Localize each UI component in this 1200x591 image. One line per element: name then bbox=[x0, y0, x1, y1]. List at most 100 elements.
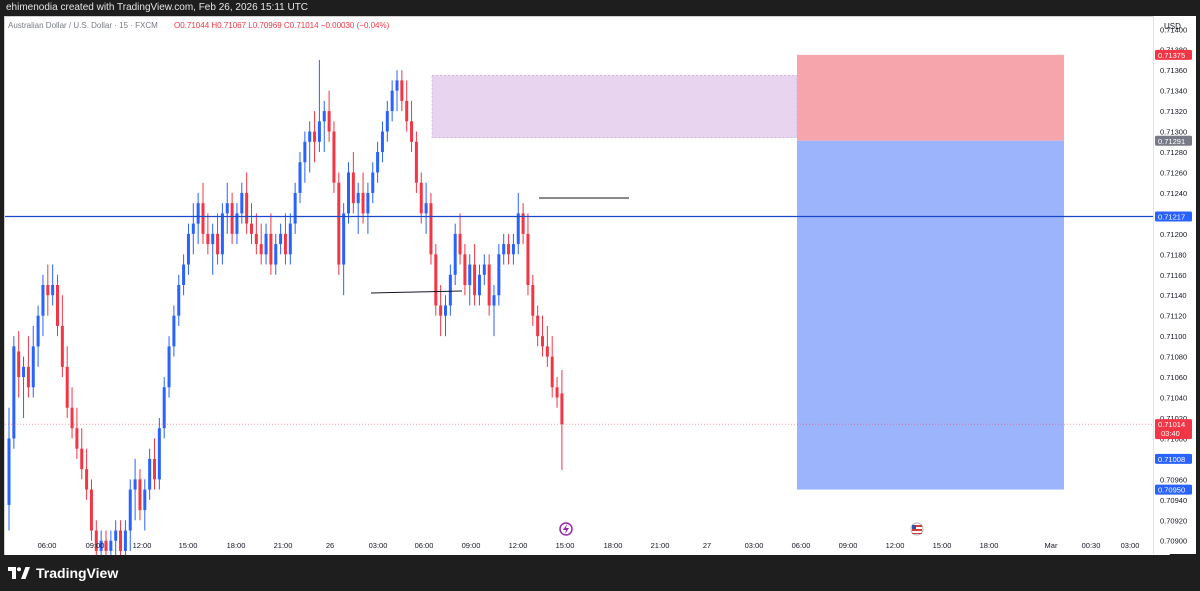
candle-body bbox=[288, 223, 292, 255]
candle-body bbox=[250, 223, 253, 234]
attribution-text: ehimenodia created with TradingView.com,… bbox=[6, 2, 309, 13]
candle-body bbox=[279, 233, 283, 245]
time-tick-label: 06:00 bbox=[792, 541, 811, 550]
time-tick-label: 26 bbox=[326, 541, 334, 550]
candle-body bbox=[347, 172, 350, 214]
candle-body bbox=[545, 346, 549, 357]
candle-body bbox=[555, 387, 559, 398]
price-tick-label: 0.71400 bbox=[1160, 25, 1187, 34]
candle-body bbox=[497, 254, 501, 296]
candle-body bbox=[317, 121, 321, 142]
time-tick-label: 15:00 bbox=[933, 541, 952, 550]
candle-body bbox=[65, 366, 69, 408]
candle-body bbox=[366, 192, 370, 214]
candle-body bbox=[153, 458, 156, 480]
candle-body bbox=[487, 264, 491, 306]
candle-body bbox=[482, 264, 486, 275]
time-tick-label: 09:00 bbox=[86, 541, 105, 550]
candle-body bbox=[351, 172, 355, 204]
candle-body bbox=[521, 213, 525, 234]
time-tick-label: Mar bbox=[1045, 541, 1058, 550]
candle-body bbox=[162, 387, 166, 429]
level-price-label-bg bbox=[1155, 211, 1192, 222]
candle-body bbox=[560, 393, 564, 425]
tradingview-logo-icon bbox=[8, 567, 30, 579]
stop-price-label-bg bbox=[1155, 49, 1192, 60]
price-tick-label: 0.71300 bbox=[1160, 128, 1187, 137]
time-tick-label: 03:00 bbox=[745, 541, 764, 550]
candle-body bbox=[308, 131, 312, 142]
time-tick-label: 15:00 bbox=[556, 541, 575, 550]
candle-body bbox=[298, 162, 302, 193]
candle-body bbox=[22, 366, 26, 378]
candle-body bbox=[458, 233, 462, 255]
candle-body bbox=[94, 530, 98, 551]
candle-body bbox=[342, 213, 346, 265]
candle-body bbox=[148, 458, 152, 490]
candle-body bbox=[167, 346, 171, 388]
candle-body bbox=[7, 438, 11, 505]
time-tick-label: 21:00 bbox=[274, 541, 293, 550]
candle-body bbox=[56, 285, 59, 326]
candle-body bbox=[186, 233, 190, 265]
price-tick-label: 0.71080 bbox=[1160, 353, 1187, 362]
entry-price-label-bg bbox=[1155, 135, 1192, 146]
footer-band bbox=[0, 555, 1200, 591]
candle-body bbox=[444, 305, 447, 316]
price-ticks: 0.714000.713800.713600.713400.713200.713… bbox=[1160, 25, 1187, 545]
currency-label[interactable]: USD bbox=[1164, 22, 1181, 31]
candle-body bbox=[119, 530, 123, 551]
candle-body bbox=[269, 233, 273, 265]
candle-body bbox=[75, 428, 79, 449]
price-tick-label: 0.71040 bbox=[1160, 394, 1187, 403]
time-tick-label: 18:00 bbox=[980, 541, 999, 550]
entry-price-label: 0.71291 bbox=[1158, 137, 1185, 146]
lightning-event-icon[interactable] bbox=[559, 522, 573, 536]
candle-body bbox=[196, 203, 200, 224]
candle-body bbox=[322, 111, 326, 122]
candle-body bbox=[138, 479, 142, 511]
candle-body bbox=[70, 407, 74, 429]
overlays-layer bbox=[5, 197, 1153, 425]
candle-body bbox=[109, 540, 113, 551]
attribution-bar: ehimenodia created with TradingView.com,… bbox=[0, 0, 1200, 16]
candle-body bbox=[541, 336, 544, 347]
candle-body bbox=[473, 264, 477, 296]
candle-body bbox=[41, 285, 45, 316]
candle-body bbox=[526, 233, 530, 285]
candle-body bbox=[371, 172, 375, 193]
price-tick-label: 0.71360 bbox=[1160, 66, 1187, 75]
candle-body bbox=[448, 274, 452, 306]
candle-body bbox=[439, 305, 443, 316]
candle-body bbox=[259, 244, 263, 255]
candle-body bbox=[332, 131, 336, 183]
candle-body bbox=[206, 233, 210, 245]
candle-body bbox=[254, 233, 258, 245]
candles-layer bbox=[7, 59, 564, 562]
candle-body bbox=[104, 540, 108, 551]
candle-body bbox=[26, 366, 30, 388]
candle-body bbox=[225, 203, 229, 214]
candle-body bbox=[220, 213, 224, 255]
time-tick-label: 15:00 bbox=[179, 541, 198, 550]
candle-body bbox=[463, 254, 467, 285]
time-tick-label: 03:00 bbox=[1121, 541, 1140, 550]
candle-body bbox=[128, 489, 132, 531]
candle-body bbox=[274, 244, 278, 265]
time-tick-label: 18:00 bbox=[604, 541, 623, 550]
symbol-legend[interactable]: Australian Dollar / U.S. Dollar · 15 · F… bbox=[8, 21, 158, 30]
time-tick-label: 12:00 bbox=[886, 541, 905, 550]
time-tick-label: 09:00 bbox=[839, 541, 858, 550]
candle-body bbox=[36, 315, 40, 347]
candle-body bbox=[327, 111, 331, 132]
time-tick-label: 00:30 bbox=[1082, 541, 1101, 550]
price-axis[interactable] bbox=[1153, 16, 1196, 554]
us-flag-event-icon[interactable] bbox=[910, 522, 924, 536]
candle-body bbox=[283, 233, 287, 255]
trendline-lower bbox=[370, 290, 463, 294]
candle-body bbox=[264, 233, 268, 255]
candle-body bbox=[114, 530, 118, 541]
current-price-label-countdown: 03:40 bbox=[1161, 429, 1180, 438]
tradingview-logo: TradingView bbox=[8, 564, 118, 582]
